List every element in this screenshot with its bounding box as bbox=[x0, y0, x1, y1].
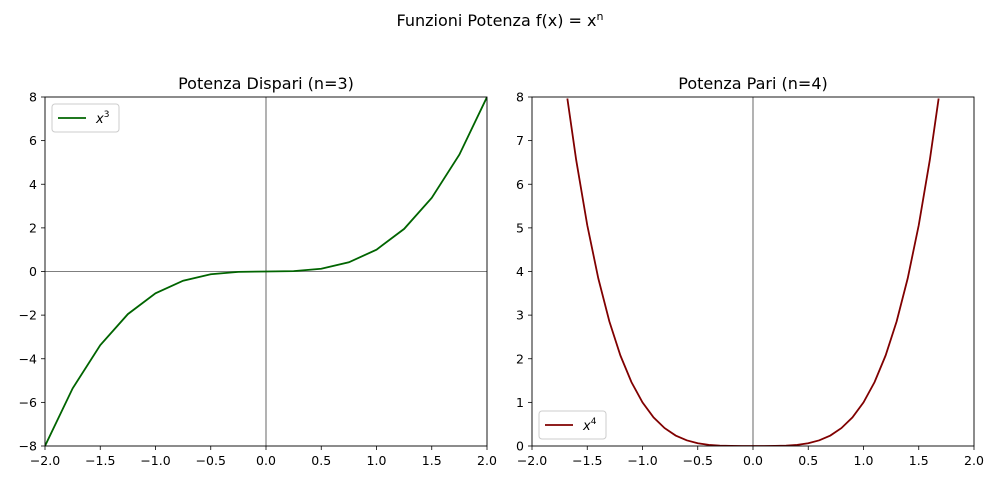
y-tick-label: −4 bbox=[19, 351, 37, 366]
x-tick-label: −1.0 bbox=[627, 453, 657, 468]
y-tick-label: 2 bbox=[516, 351, 524, 366]
legend: x4 bbox=[538, 410, 607, 440]
y-tick-label: −6 bbox=[19, 395, 37, 410]
y-tick-label: 2 bbox=[29, 220, 37, 235]
x-tick-label: −1.0 bbox=[140, 453, 170, 468]
x-tick-label: 0.5 bbox=[798, 453, 818, 468]
legend: x3 bbox=[51, 103, 120, 133]
y-tick-label: 1 bbox=[516, 395, 524, 410]
y-tick-label: 5 bbox=[516, 220, 524, 235]
x-tick-label: 1.0 bbox=[854, 453, 874, 468]
y-tick-label: 7 bbox=[516, 133, 524, 148]
legend-label: x3 bbox=[95, 110, 109, 127]
x-tick-label: 2.0 bbox=[477, 453, 497, 468]
x-tick-label: −0.5 bbox=[196, 453, 226, 468]
x-tick-label: −1.5 bbox=[572, 453, 602, 468]
chart-title: Potenza Pari (n=4) bbox=[678, 74, 827, 93]
legend-label: x4 bbox=[582, 417, 597, 434]
x-tick-label: 1.0 bbox=[367, 453, 387, 468]
y-tick-label: −2 bbox=[19, 308, 37, 323]
y-tick-label: 6 bbox=[29, 133, 37, 148]
x-tick-label: 1.5 bbox=[422, 453, 442, 468]
chart-panel-even-power: Potenza Pari (n=4) −2.0 −1.5 −1.0 −0.5 0.0 0.… bbox=[516, 74, 984, 468]
x-tick-label: 0.0 bbox=[256, 453, 276, 468]
series-line-0 bbox=[566, 98, 940, 446]
x-tick-label: −2.0 bbox=[30, 453, 60, 468]
y-tick-label: 4 bbox=[516, 264, 524, 279]
x-tick-label: −0.5 bbox=[683, 453, 713, 468]
x-tick-label: 0.5 bbox=[311, 453, 331, 468]
y-tick-label: 6 bbox=[516, 177, 524, 192]
y-tick-label: −8 bbox=[19, 439, 37, 454]
y-tick-label: 3 bbox=[516, 308, 524, 323]
x-tick-label: −1.5 bbox=[85, 453, 115, 468]
y-tick-label: 0 bbox=[29, 264, 37, 279]
y-tick-label: 0 bbox=[516, 439, 524, 454]
x-tick-label: 2.0 bbox=[964, 453, 984, 468]
y-tick-label: 8 bbox=[516, 90, 524, 105]
figure-suptitle: Funzioni Potenza f(x) = xn bbox=[397, 10, 604, 30]
x-tick-label: 1.5 bbox=[909, 453, 929, 468]
chart-panel-odd-power: Potenza Dispari (n=3) −2.0 −1.5 −1.0 −0.5 0.… bbox=[19, 74, 497, 468]
x-tick-label: −2.0 bbox=[517, 453, 547, 468]
x-tick-label: 0.0 bbox=[743, 453, 763, 468]
y-tick-label: 4 bbox=[29, 177, 37, 192]
series-line-0 bbox=[45, 97, 487, 446]
chart-title: Potenza Dispari (n=3) bbox=[178, 74, 354, 93]
y-tick-label: 8 bbox=[29, 90, 37, 105]
